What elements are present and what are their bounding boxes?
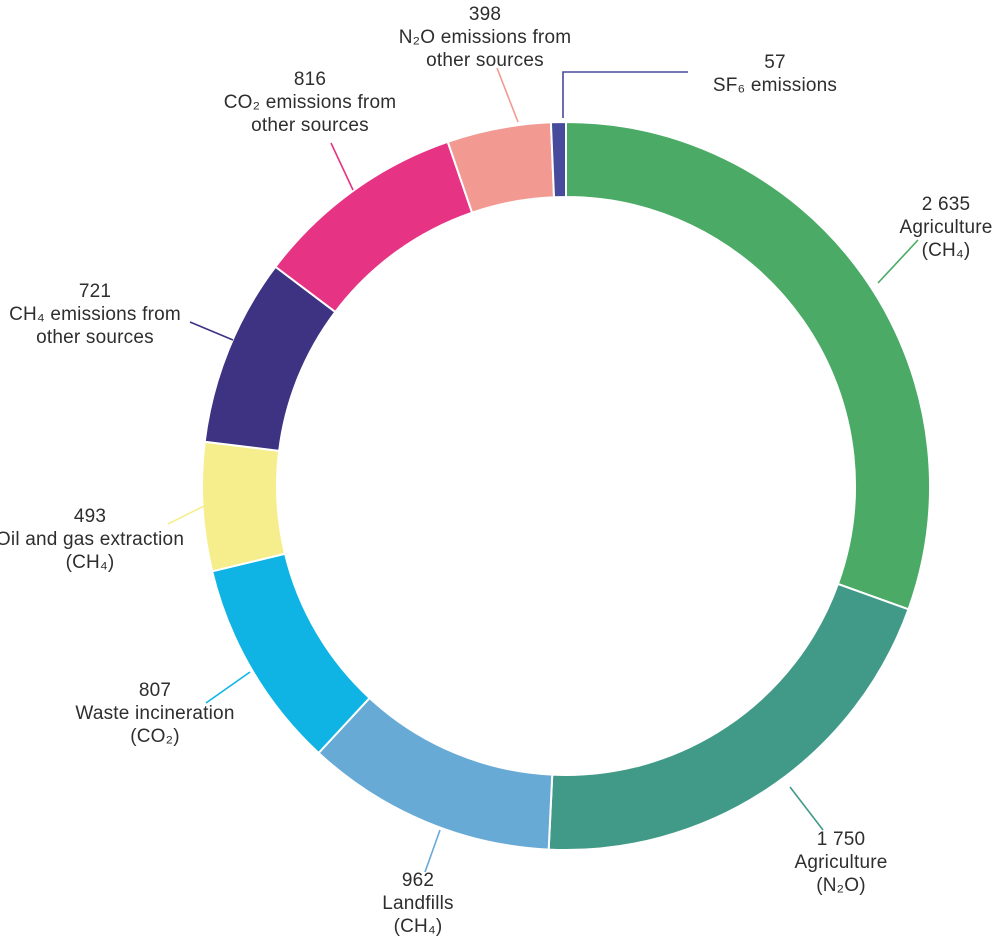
donut-segment-waste-incineration-co2 — [211, 552, 371, 754]
segment-label-n2o-other-sources: 398 N₂O emissions from other sources — [399, 4, 572, 71]
leader-line-sf6-emissions — [562, 71, 688, 118]
segment-label-ch4-other-sources: 721 CH₄ emissions from other sources — [9, 281, 181, 348]
donut-segment-co2-other-sources — [274, 140, 474, 313]
leader-line-agriculture-n2o — [789, 786, 824, 831]
donut-segment-sf6-emissions — [549, 120, 567, 199]
leader-line-oil-and-gas-ch4 — [167, 502, 211, 525]
leader-line-ch4-other-sources — [189, 321, 234, 341]
segment-label-landfills-ch4: 962 Landfills (CH₄) — [382, 870, 454, 937]
leader-line-n2o-other-sources — [496, 67, 519, 123]
leader-line-landfills-ch4 — [424, 829, 441, 873]
donut-segment-oil-and-gas-ch4 — [201, 440, 287, 573]
segment-label-sf6-emissions: 57 SF₆ emissions — [713, 52, 837, 96]
donut-segment-agriculture-ch4 — [565, 121, 931, 611]
donut-segment-landfills-ch4 — [317, 696, 554, 851]
segment-label-agriculture-ch4: 2 635 Agriculture (CH₄) — [899, 194, 992, 261]
segment-label-oil-and-gas-ch4: 493 Oil and gas extraction (CH₄) — [0, 506, 184, 573]
segment-label-co2-other-sources: 816 CO₂ emissions from other sources — [224, 69, 397, 136]
segment-label-agriculture-n2o: 1 750 Agriculture (N₂O) — [794, 829, 887, 896]
leader-line-agriculture-ch4 — [877, 239, 919, 284]
segment-label-waste-incineration-co2: 807 Waste incineration (CO₂) — [75, 680, 234, 747]
leader-line-co2-other-sources — [330, 142, 354, 191]
donut-segment-agriculture-n2o — [547, 582, 910, 851]
leader-line-waste-incineration-co2 — [205, 671, 251, 704]
